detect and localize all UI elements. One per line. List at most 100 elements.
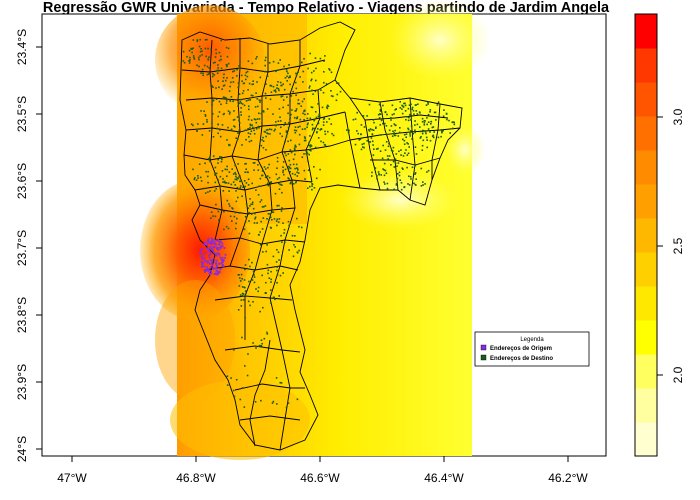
y-tick-label: 23.5°S <box>15 96 29 132</box>
destination-point <box>316 132 318 134</box>
destination-point <box>248 99 250 101</box>
destination-point <box>286 80 288 82</box>
destination-point <box>273 61 275 63</box>
destination-point <box>283 174 285 176</box>
destination-point <box>189 62 191 64</box>
destination-point <box>408 108 410 110</box>
destination-point <box>243 90 245 92</box>
destination-point <box>300 119 302 121</box>
destination-point <box>213 155 215 157</box>
destination-point <box>241 278 243 280</box>
destination-point <box>268 219 270 221</box>
destination-point <box>201 180 203 182</box>
destination-point <box>452 128 454 130</box>
destination-point <box>267 129 269 131</box>
destination-point <box>294 148 296 150</box>
destination-point <box>217 72 219 74</box>
destination-point <box>348 132 350 134</box>
destination-point <box>269 133 271 135</box>
destination-point <box>275 193 277 195</box>
origin-point <box>211 260 213 262</box>
destination-point <box>240 102 242 104</box>
destination-point <box>296 117 298 119</box>
destination-point <box>282 166 284 168</box>
destination-point <box>422 149 424 151</box>
destination-point <box>261 139 263 141</box>
destination-point <box>417 124 419 126</box>
destination-point <box>212 101 214 103</box>
destination-point <box>295 73 297 75</box>
destination-point <box>379 113 381 115</box>
destination-point <box>209 190 211 192</box>
destination-point <box>238 176 240 178</box>
destination-point <box>238 178 240 180</box>
destination-point <box>401 108 403 110</box>
destination-point <box>248 60 250 62</box>
destination-point <box>394 166 396 168</box>
destination-point <box>413 113 415 115</box>
destination-point <box>321 128 323 130</box>
destination-point <box>283 66 285 68</box>
destination-point <box>278 259 280 261</box>
destination-point <box>295 110 297 112</box>
destination-point <box>387 183 389 185</box>
destination-point <box>198 59 200 61</box>
destination-point <box>410 178 412 180</box>
destination-point <box>296 108 298 110</box>
destination-point <box>394 130 396 132</box>
destination-point <box>265 57 267 59</box>
destination-point <box>360 134 362 136</box>
destination-point <box>276 270 278 272</box>
destination-point <box>252 203 254 205</box>
destination-point <box>368 129 370 131</box>
destination-point <box>304 170 306 172</box>
destination-point <box>434 112 436 114</box>
destination-point <box>409 184 411 186</box>
destination-point <box>217 159 219 161</box>
destination-point <box>377 148 379 150</box>
destination-point <box>219 101 221 103</box>
destination-point <box>256 56 258 58</box>
destination-point <box>355 144 357 146</box>
destination-point <box>254 218 256 220</box>
destination-point <box>407 143 409 145</box>
destination-point <box>259 185 261 187</box>
destination-point <box>415 172 417 174</box>
destination-point <box>275 89 277 91</box>
colorbar-band <box>635 184 657 219</box>
destination-point <box>294 117 296 119</box>
destination-point <box>301 227 303 229</box>
colorbar-band <box>635 320 657 355</box>
destination-point <box>306 127 308 129</box>
destination-point <box>226 182 228 184</box>
destination-point <box>289 84 291 86</box>
destination-point <box>239 67 241 69</box>
destination-point <box>424 124 426 126</box>
legend-origin-label: Endereços de Origem <box>490 346 552 352</box>
destination-point <box>304 128 306 130</box>
destination-point <box>245 163 247 165</box>
destination-point <box>382 168 384 170</box>
destination-point <box>416 110 418 112</box>
destination-point <box>226 47 228 49</box>
destination-point <box>239 61 241 63</box>
destination-point <box>424 120 426 122</box>
destination-point <box>217 64 219 66</box>
destination-point <box>320 89 322 91</box>
origin-point <box>203 257 205 259</box>
destination-point <box>281 207 283 209</box>
destination-point <box>276 205 278 207</box>
origin-point <box>216 274 218 276</box>
destination-point <box>411 108 413 110</box>
destination-point <box>426 104 428 106</box>
destination-point <box>245 129 247 131</box>
destination-point <box>307 124 309 126</box>
destination-point <box>210 49 212 51</box>
destination-point <box>283 161 285 163</box>
destination-point <box>302 81 304 83</box>
destination-point <box>277 157 279 159</box>
destination-point <box>263 217 265 219</box>
destination-point <box>228 190 230 192</box>
destination-point <box>222 80 224 82</box>
destination-point <box>366 115 368 117</box>
